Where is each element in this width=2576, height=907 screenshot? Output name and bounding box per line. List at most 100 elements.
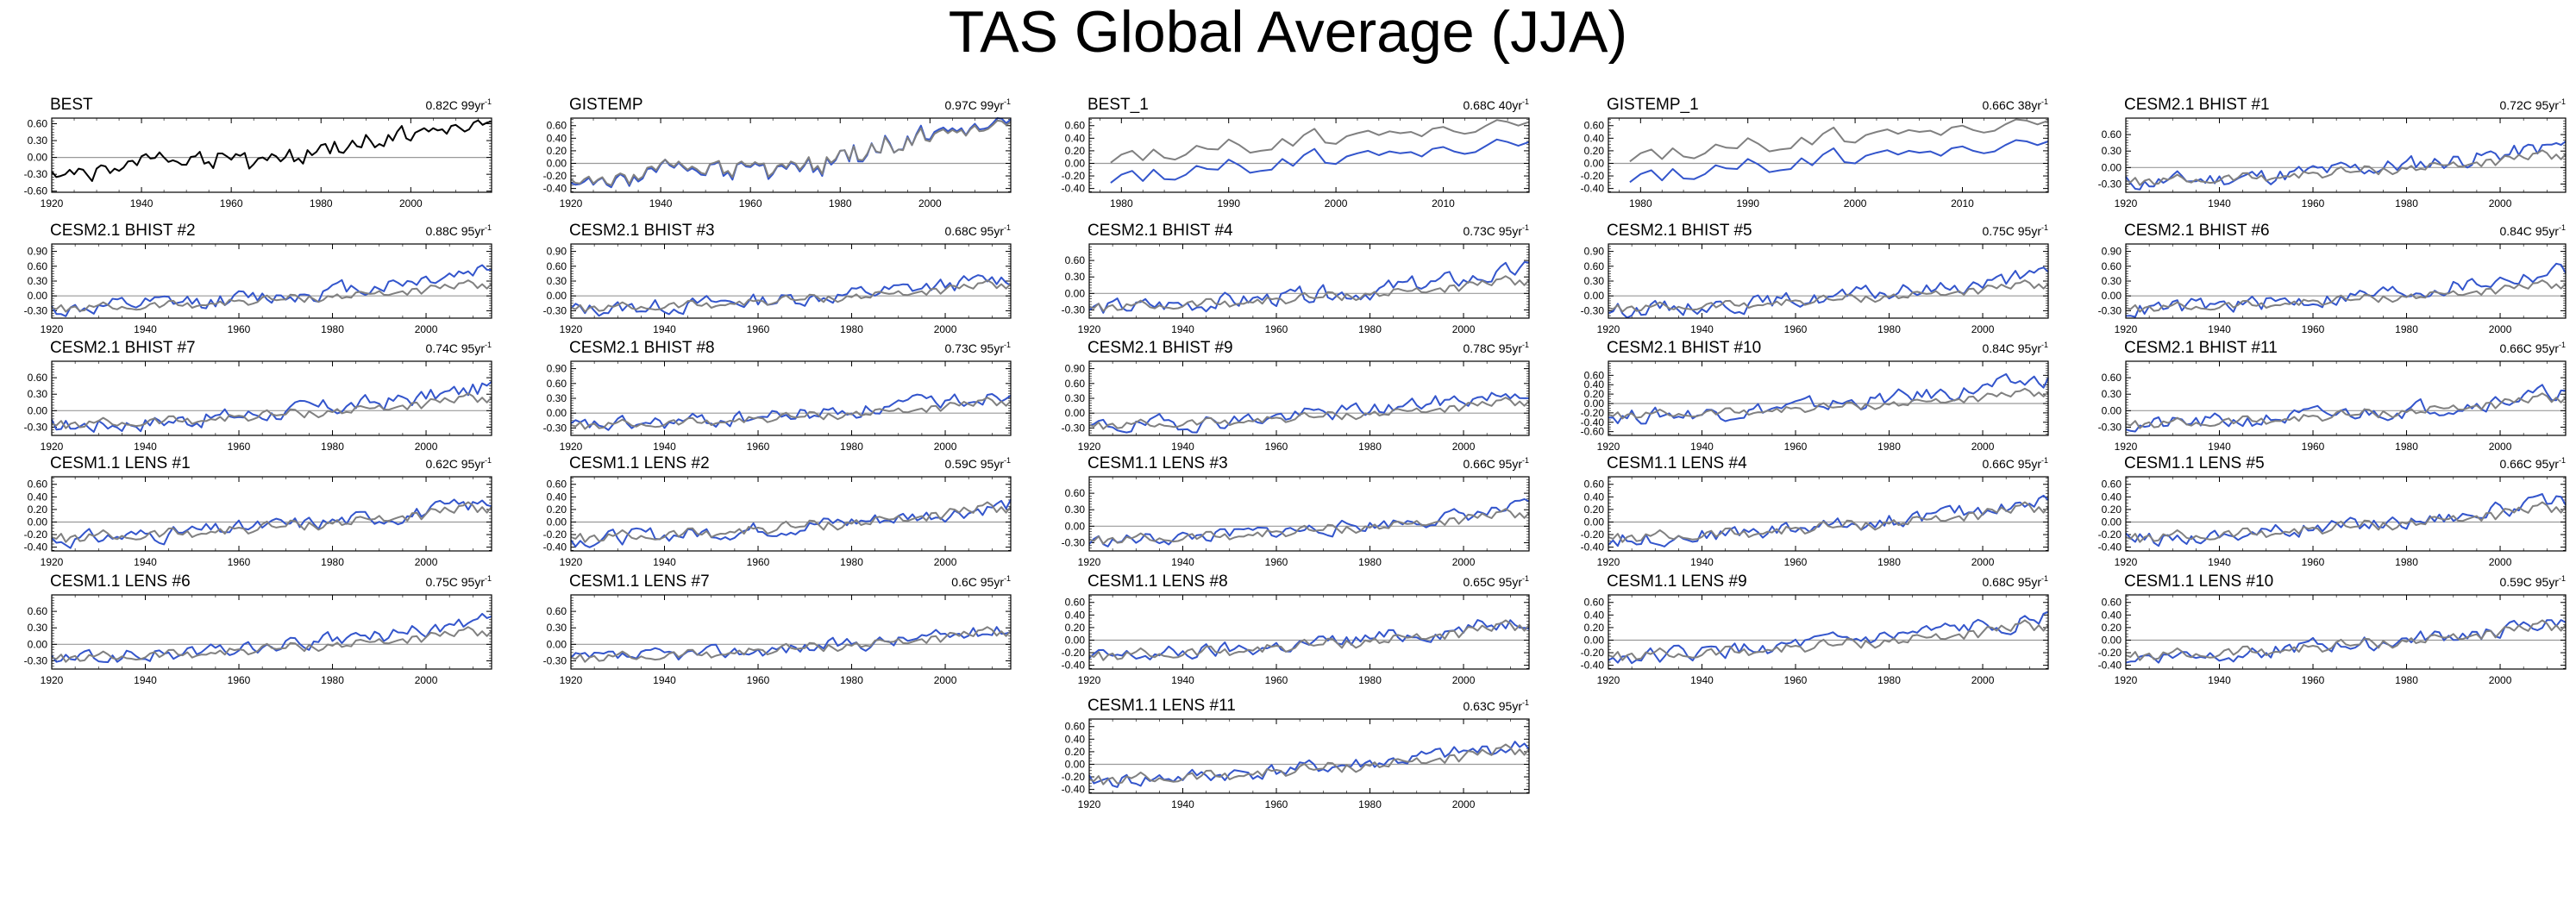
x-tick-label: 1960 xyxy=(220,197,243,210)
y-tick-label: 0.20 xyxy=(1584,145,1605,157)
series-line-model xyxy=(1088,497,1530,547)
trend-superscript: -1 xyxy=(1004,456,1011,465)
x-tick-label: 1960 xyxy=(228,556,251,568)
x-tick-label: 1940 xyxy=(134,323,157,335)
panel-title: CESM2.1 BHIST #3 xyxy=(569,222,715,240)
y-tick-label: 0.60 xyxy=(1065,378,1086,390)
x-tick-label: 2000 xyxy=(2489,197,2512,210)
chart-panel: CESM2.1 BHIST #2 0.88C 95yr-1 -0.30 0.00 0.3… xyxy=(24,222,492,335)
y-tick-label: -0.60 xyxy=(1581,426,1605,438)
y-tick-label: 0.60 xyxy=(1584,120,1605,132)
plot-frame xyxy=(51,243,492,319)
plot-frame xyxy=(51,476,492,552)
y-tick-label: 0.20 xyxy=(1584,388,1605,400)
x-tick-label: 1980 xyxy=(1110,197,1133,210)
series-line-observed xyxy=(1608,619,2049,661)
y-tick-label: 0.20 xyxy=(2102,622,2122,634)
y-tick-label: 0.40 xyxy=(1584,609,1605,621)
series-line-model xyxy=(1608,610,2049,665)
series-line-observed xyxy=(570,626,1012,663)
trend-superscript: -1 xyxy=(485,341,492,349)
y-tick-label: 0.60 xyxy=(547,120,567,132)
x-tick-label: 2000 xyxy=(415,674,438,686)
x-tick-label: 1940 xyxy=(134,674,157,686)
y-tick-label: -0.30 xyxy=(543,654,567,666)
y-tick-label: -0.20 xyxy=(1581,170,1605,182)
y-tick-label: 0.90 xyxy=(1584,246,1605,258)
panel-title: CESM2.1 BHIST #2 xyxy=(50,222,196,240)
y-tick-label: 0.60 xyxy=(1584,260,1605,272)
chart-panel: CESM1.1 LENS #4 0.66C 95yr-1 -0.40-0.200.0… xyxy=(1581,454,2049,568)
panel-title: CESM2.1 BHIST #9 xyxy=(1087,339,1233,357)
chart-panel: CESM1.1 LENS #7 0.6C 95yr-1 -0.30 0.00 0.30 0… xyxy=(543,572,1012,686)
panel-title: CESM2.1 BHIST #10 xyxy=(1607,339,1761,357)
series-line-observed xyxy=(2125,501,2567,543)
x-tick-label: 1980 xyxy=(1358,556,1382,568)
y-tick-label: 0.90 xyxy=(1065,363,1086,375)
panel-title: CESM1.1 LENS #5 xyxy=(2124,454,2265,472)
x-tick-label: 1920 xyxy=(2115,674,2138,686)
y-tick-label: 0.40 xyxy=(1584,491,1605,503)
chart-panel: CESM2.1 BHIST #8 0.73C 95yr-1 -0.30 0.00 0.3… xyxy=(543,339,1012,453)
plot-frame xyxy=(570,243,1012,319)
x-tick-label: 1990 xyxy=(1736,197,1759,210)
y-tick-label: 0.00 xyxy=(547,638,567,650)
trend-superscript: -1 xyxy=(485,97,492,106)
x-tick-label: 1980 xyxy=(321,323,344,335)
series-line-observed xyxy=(1088,619,1530,661)
panel-title: CESM1.1 LENS #10 xyxy=(2124,572,2273,591)
series-line-model xyxy=(51,498,492,549)
y-tick-label: -0.40 xyxy=(543,183,567,195)
x-tick-label: 1960 xyxy=(747,323,770,335)
plot-frame xyxy=(2125,360,2567,436)
x-tick-label: 1940 xyxy=(653,674,676,686)
panel-title: BEST xyxy=(50,96,93,114)
trend-superscript: -1 xyxy=(2041,223,2048,232)
x-tick-label: 2000 xyxy=(415,441,438,453)
series-line-observed xyxy=(570,279,1012,313)
y-tick-label: 0.30 xyxy=(28,134,48,147)
chart-panel: CESM2.1 BHIST #9 0.78C 95yr-1 -0.30 0.00 0.3… xyxy=(1062,339,1530,453)
series-line-observed xyxy=(51,392,492,429)
x-tick-label: 1940 xyxy=(130,197,154,210)
chart-panel: CESM1.1 LENS #3 0.66C 95yr-1 -0.30 0.00 0.30… xyxy=(1062,454,1530,568)
plot-frame xyxy=(1608,594,2049,670)
x-tick-label: 1940 xyxy=(134,441,157,453)
x-tick-label: 2000 xyxy=(1452,441,1476,453)
y-tick-label: 0.60 xyxy=(547,605,567,617)
x-tick-label: 1980 xyxy=(2395,197,2418,210)
y-tick-label: 0.60 xyxy=(2102,479,2122,491)
series-line-observed xyxy=(1088,508,1530,545)
series-line-observed xyxy=(1608,501,2049,543)
x-tick-label: 1980 xyxy=(1358,323,1382,335)
x-tick-label: 1920 xyxy=(1597,674,1620,686)
trend-superscript: -1 xyxy=(2041,341,2048,349)
y-tick-label: 0.30 xyxy=(1584,275,1605,287)
x-tick-label: 1960 xyxy=(747,441,770,453)
x-tick-label: 1920 xyxy=(41,556,64,568)
x-tick-label: 2000 xyxy=(1452,798,1476,810)
x-tick-label: 1920 xyxy=(1597,441,1620,453)
x-tick-label: 2010 xyxy=(1432,197,1455,210)
y-tick-label: -0.30 xyxy=(24,304,48,316)
y-tick-label: 0.30 xyxy=(28,388,48,400)
y-tick-label: 0.60 xyxy=(2102,372,2122,384)
y-tick-label: -0.40 xyxy=(1581,416,1605,428)
series-line-observed xyxy=(51,501,492,543)
plot-frame xyxy=(2125,117,2567,193)
y-tick-label: -0.20 xyxy=(2098,529,2122,541)
chart-panel: CESM1.1 LENS #5 0.66C 95yr-1 -0.40-0.200.0… xyxy=(2098,454,2567,568)
y-tick-label: 0.00 xyxy=(1065,407,1086,419)
y-tick-label: 0.40 xyxy=(1065,609,1086,621)
x-tick-label: 2000 xyxy=(2489,323,2512,335)
y-tick-label: 0.00 xyxy=(2102,290,2122,302)
x-tick-label: 1980 xyxy=(321,674,344,686)
trend-superscript: -1 xyxy=(485,223,492,232)
y-tick-label: -0.30 xyxy=(1062,303,1086,316)
x-tick-label: 2000 xyxy=(415,323,438,335)
y-tick-label: 0.00 xyxy=(1065,157,1086,169)
x-tick-label: 1920 xyxy=(2115,441,2138,453)
trend-superscript: -1 xyxy=(2041,97,2048,106)
x-tick-label: 2000 xyxy=(1844,197,1867,210)
x-tick-label: 1980 xyxy=(321,556,344,568)
